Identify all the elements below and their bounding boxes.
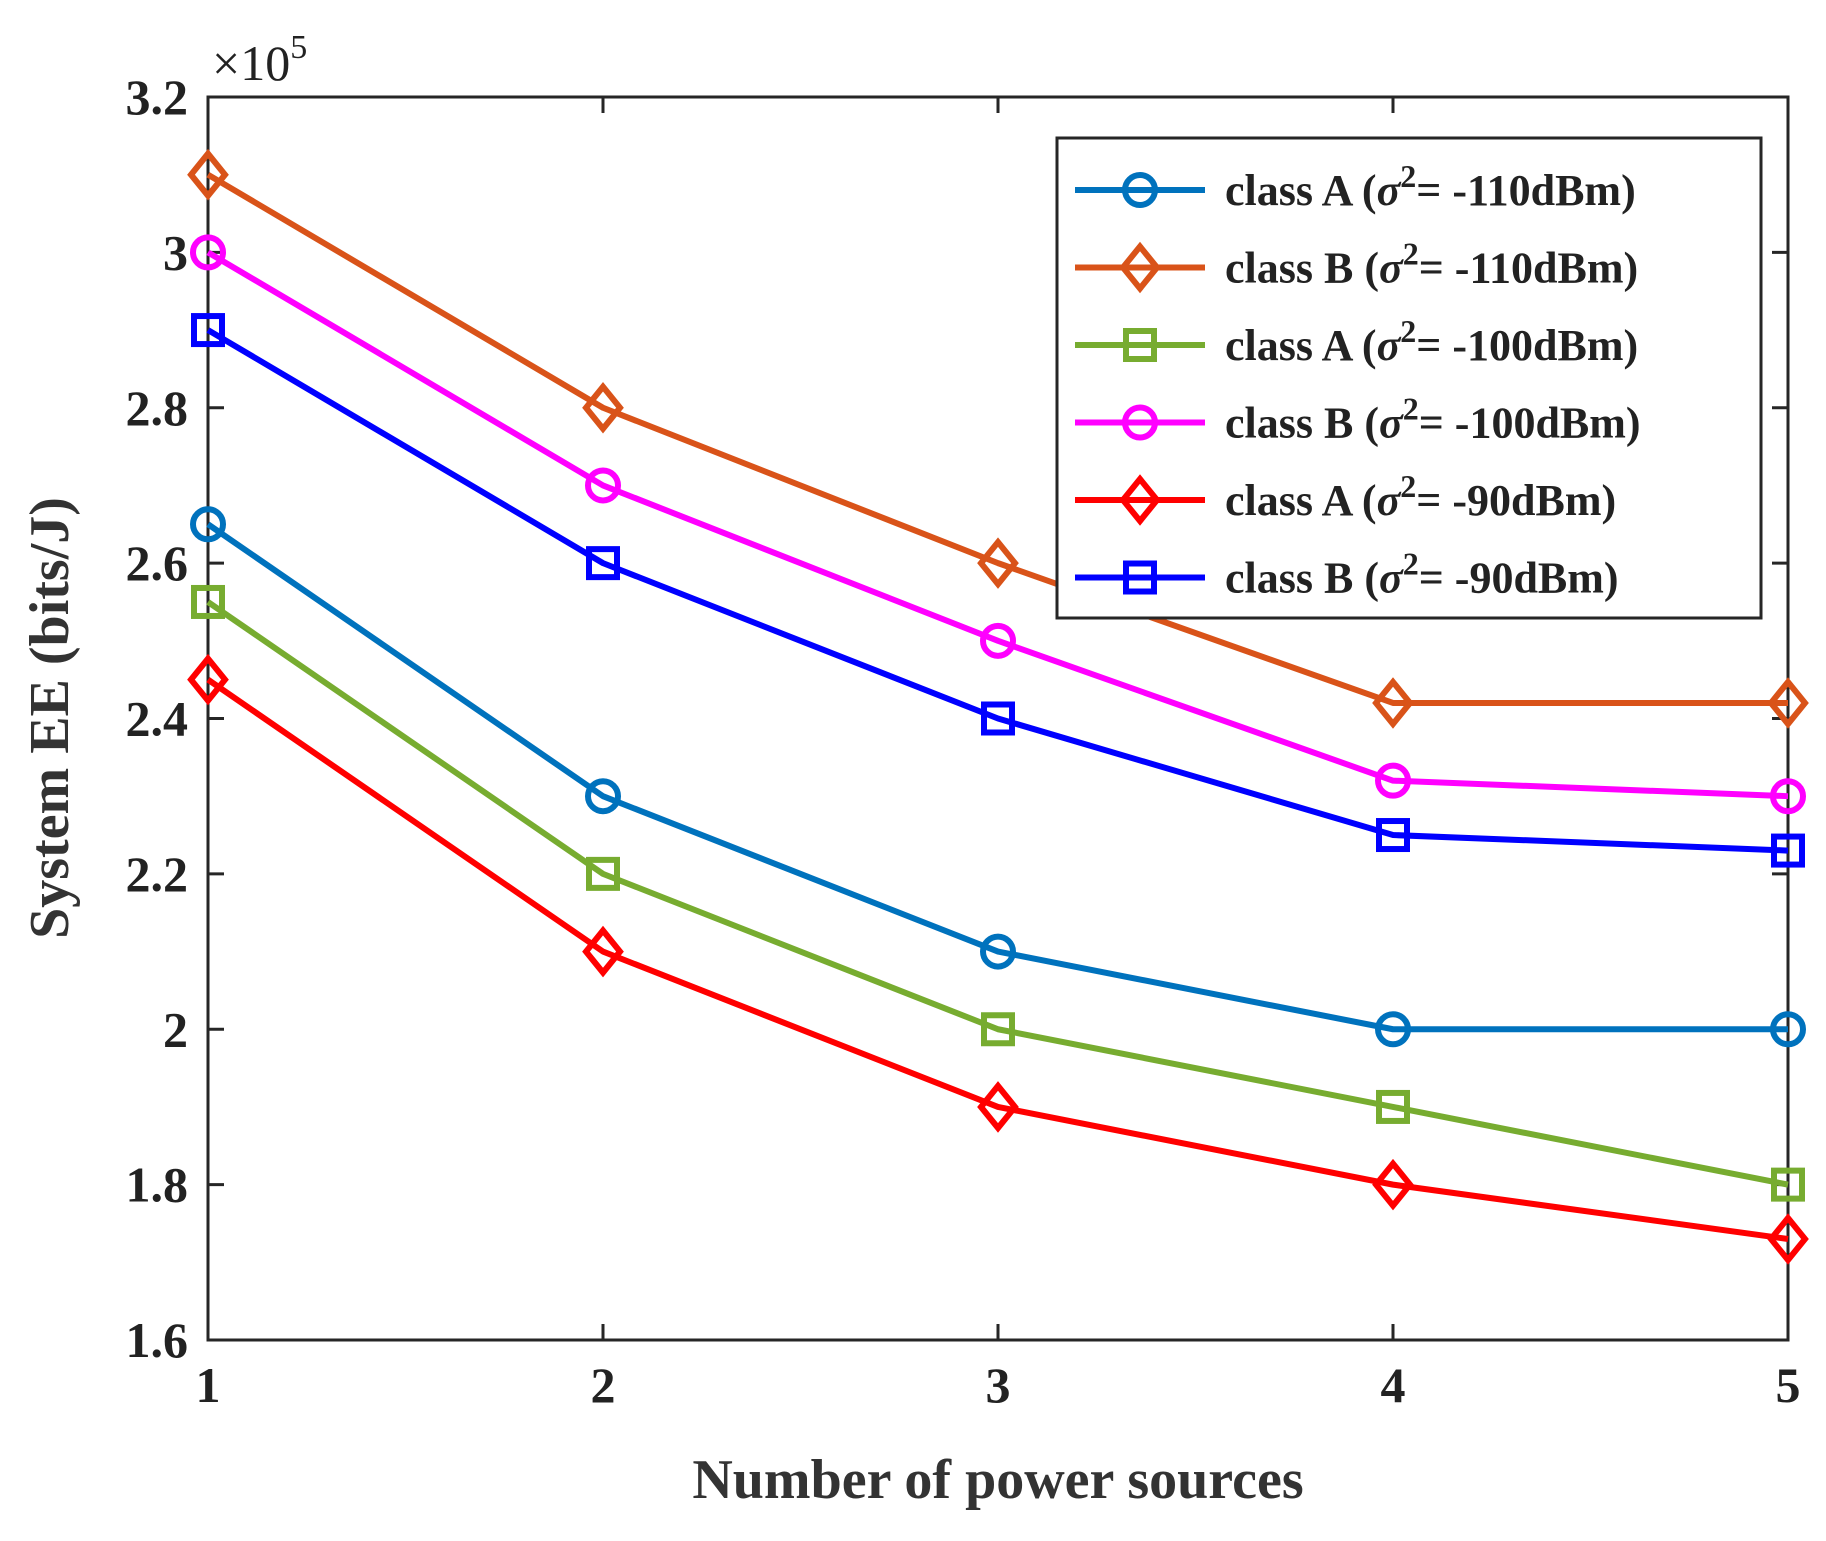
legend-box xyxy=(1055,136,1763,620)
series-line xyxy=(206,521,1788,1033)
legend-marker xyxy=(1122,404,1158,441)
legend-label: class A (σ2= -90dBm) xyxy=(1225,468,1616,525)
data-point xyxy=(1771,1167,1805,1202)
data-point xyxy=(1375,1011,1411,1048)
series-2 xyxy=(187,148,1809,729)
data-point xyxy=(190,506,226,543)
series-line xyxy=(206,172,1788,706)
legend-entry: class B (σ2= -110dBm) xyxy=(1075,236,1638,294)
y-tick-label: 3.2 xyxy=(126,69,189,125)
axis-ticks: 1 2 3 4 5 1.6 1.8 2 2.2 2.4 2.6 2.8 3 3.2 xyxy=(126,69,1801,1413)
y-tick-label: 2.4 xyxy=(126,691,189,747)
data-point xyxy=(1376,1089,1410,1124)
data-point xyxy=(1770,1011,1806,1048)
y-tick-label: 2 xyxy=(163,1001,188,1057)
data-point xyxy=(585,778,621,815)
x-tick-label: 1 xyxy=(196,1357,221,1413)
y-tick-label: 1.8 xyxy=(126,1157,189,1213)
legend-entry: class B (σ2= -90dBm) xyxy=(1075,546,1619,603)
data-point xyxy=(1771,833,1805,868)
data-point xyxy=(582,925,624,978)
data-point xyxy=(1770,778,1806,815)
data-point xyxy=(1767,677,1809,729)
data-point xyxy=(981,701,1015,736)
legend-entry: class A (σ2= -110dBm) xyxy=(1075,158,1636,215)
data-point xyxy=(187,653,229,706)
legend-label: class A (σ2= -100dBm) xyxy=(1225,313,1638,370)
data-point xyxy=(1376,818,1410,853)
y-tick-label: 3 xyxy=(163,224,188,280)
legend-marker xyxy=(1122,172,1158,208)
data-point xyxy=(981,1012,1015,1047)
y-axis-label: System EE (bits/J) xyxy=(19,497,81,939)
series-4 xyxy=(190,234,1806,815)
y-multiplier: ×105 xyxy=(212,29,307,91)
data-point xyxy=(585,467,621,504)
data-point xyxy=(980,933,1016,970)
data-point xyxy=(1372,1158,1414,1211)
x-tick-label: 4 xyxy=(1381,1357,1406,1413)
series-6 xyxy=(191,313,1805,868)
series-layer xyxy=(187,148,1809,1265)
y-tick-label: 1.6 xyxy=(126,1312,189,1368)
series-5 xyxy=(187,653,1809,1265)
legend-label: class A (σ2= -110dBm) xyxy=(1225,158,1636,215)
series-1 xyxy=(190,506,1806,1048)
legend-label: class B (σ2= -90dBm) xyxy=(1225,546,1619,603)
legend-label: class B (σ2= -100dBm) xyxy=(1225,391,1641,448)
legend: class A (σ2= -110dBm) class B (σ2= -110dB… xyxy=(1055,136,1763,620)
data-point xyxy=(582,381,624,434)
legend-marker xyxy=(1119,474,1161,526)
legend-marker xyxy=(1123,560,1157,595)
y-tick-label: 2.2 xyxy=(126,846,189,902)
legend-entry: class A (σ2= -100dBm) xyxy=(1075,313,1638,370)
data-point xyxy=(980,622,1016,659)
data-point xyxy=(190,234,226,271)
data-point xyxy=(1767,1213,1809,1265)
series-line xyxy=(206,599,1789,1188)
data-point xyxy=(586,546,620,581)
data-point xyxy=(977,537,1019,589)
series-3 xyxy=(191,584,1805,1202)
y-tick-label: 2.6 xyxy=(126,535,189,591)
data-point xyxy=(187,148,229,201)
series-line xyxy=(206,249,1789,800)
data-point xyxy=(977,1081,1019,1133)
series-line xyxy=(206,677,1789,1242)
data-point xyxy=(1375,762,1411,799)
legend-marker xyxy=(1123,328,1157,362)
legend-label: class B (σ2= -110dBm) xyxy=(1225,236,1638,293)
legend-marker xyxy=(1119,241,1161,294)
x-tick-label: 3 xyxy=(986,1357,1011,1413)
legend-entry: class A (σ2= -90dBm) xyxy=(1075,468,1616,526)
x-tick-label: 5 xyxy=(1776,1357,1801,1413)
series-line xyxy=(206,327,1789,854)
data-point xyxy=(586,856,620,891)
x-axis-label: Number of power sources xyxy=(692,1449,1303,1511)
y-tick-label: 2.8 xyxy=(126,380,189,436)
data-point xyxy=(191,584,225,619)
data-point xyxy=(1372,677,1414,729)
x-tick-label: 2 xyxy=(591,1357,616,1413)
legend-entry: class B (σ2= -100dBm) xyxy=(1075,391,1641,448)
data-point xyxy=(191,313,225,348)
